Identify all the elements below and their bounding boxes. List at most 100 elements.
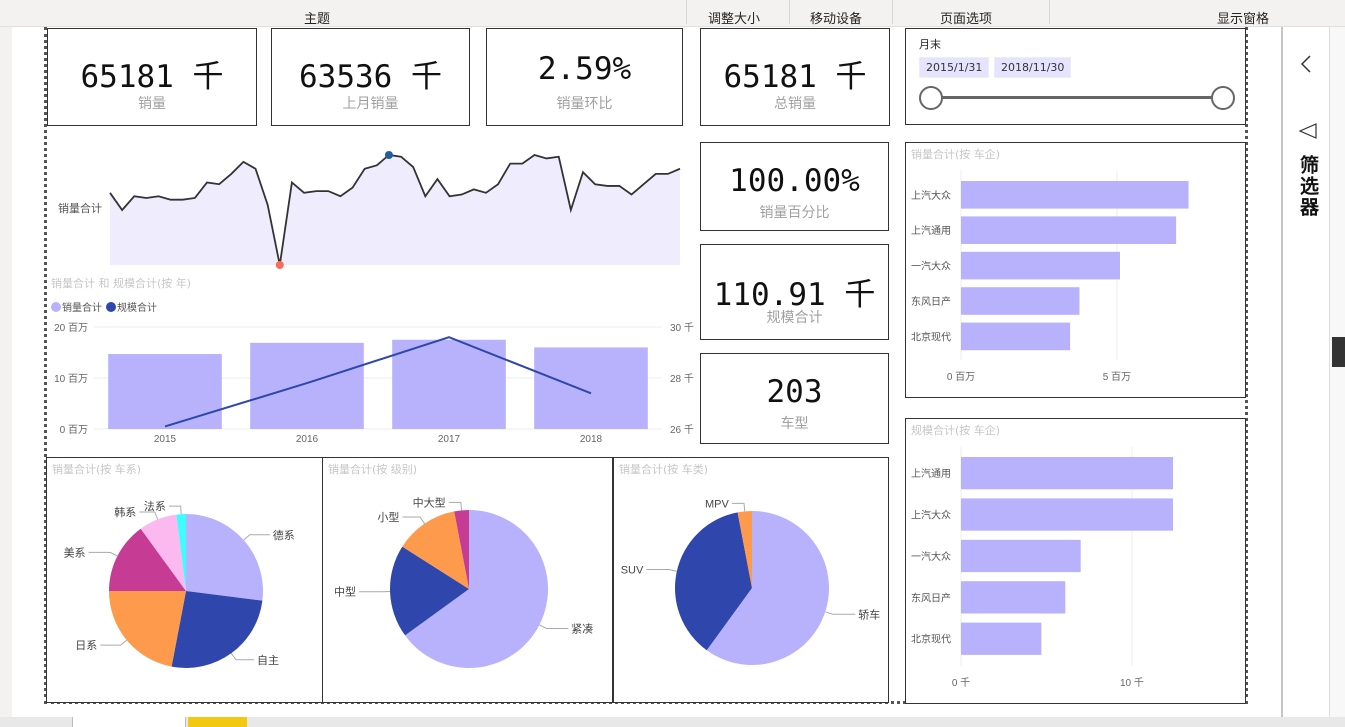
ribbon-resize[interactable]: 调整大小 [708,12,761,27]
kpi-card-scale-total[interactable]: 110.91 千 规模合计 [700,244,889,340]
kpi-value: 2.59% [537,51,632,87]
kpi-value: 65181 千 [80,59,224,95]
left-gutter [0,27,12,717]
bar [961,498,1173,531]
kpi-card-sales-pct[interactable]: 100.00% 销量百分比 [700,142,889,231]
x-tick: 0 千 [952,677,970,689]
leader-line [139,511,159,520]
page-tab-active[interactable] [72,717,186,727]
bar [961,251,1120,280]
sales-line [109,154,681,266]
slicer-start-date[interactable]: 2015/1/31 [919,57,990,78]
scale-by-company-chart[interactable]: 规模合计(按 车企) 0 千 10 千 上汽通用 上汽大众 一汽大众 东风日产 北京现代 [905,418,1246,704]
y-axis-label: 销量合计 [58,201,102,215]
y-left-tick: 20 百万 [54,322,88,334]
pie-label: 紧凑 [571,621,593,635]
page-tab-add[interactable] [188,717,247,727]
x-tick: 5 百万 [1103,371,1131,383]
y-left-tick: 0 百万 [60,424,88,436]
ribbon-bar: 主题 调整大小 移动设备 页面选项 显示窗格 [0,0,1345,27]
bar-sales [250,342,364,429]
x-tick: 10 千 [1120,677,1144,689]
chart-title: 销量合计(按 车类) [619,463,709,476]
sales-by-origin-pie[interactable]: 销量合计(按 车系) 德系 自主 日系 美系 韩系 法系 [46,457,323,703]
leader-line [88,551,118,557]
ribbon-divider [892,0,893,24]
page-tabs-bar [0,717,1345,727]
pie-slice [454,510,469,589]
funnel-icon [1299,123,1317,139]
filters-pane-title[interactable]: 筛选器 [1297,155,1319,218]
ribbon-show-panes[interactable]: 显示窗格 [1217,12,1270,27]
kpi-card-mom[interactable]: 2.59% 销量环比 [486,28,683,126]
leader-line [243,534,270,541]
y-right-tick: 26 千 [670,424,694,436]
slicer-start-handle[interactable] [919,86,943,110]
chart-title: 销量合计(按 车企) [911,148,1001,161]
ribbon-theme[interactable]: 主题 [304,12,331,27]
category-label: 上汽通用 [911,467,951,480]
pie-label: 中大型 [413,495,446,509]
pie-slice [171,591,263,668]
legend-label-scale: 规模合计 [117,301,157,314]
bar-sales [108,354,222,429]
kpi-card-total-sales[interactable]: 65181 千 总销量 [700,28,890,126]
ribbon-page-options[interactable]: 页面选项 [940,12,993,27]
leader-line [100,639,127,646]
side-panel-edge [1329,27,1345,717]
category-label: 东风日产 [911,591,951,604]
sales-scale-by-year-chart[interactable]: 销量合计 和 规模合计(按 年) 销量合计 规模合计 0 百万 10 百万 20 百… [48,273,698,448]
bar [961,457,1173,490]
ribbon-divider [686,0,687,24]
date-slicer[interactable]: 月末 2015/1/31 2018/11/30 [905,28,1246,125]
chevron-left-icon[interactable] [1299,54,1313,74]
kpi-card-models[interactable]: 203 车型 [700,353,889,444]
x-tick: 2017 [438,434,461,445]
sales-by-type-pie[interactable]: 销量合计(按 车类) 轿车 SUV MPV [613,457,889,703]
sales-trend-chart[interactable]: 销量合计 [48,140,688,272]
legend-swatch-scale [106,302,116,312]
slicer-title: 月末 [919,38,941,51]
ribbon-divider [1049,0,1050,24]
ribbon-divider [789,0,790,24]
sales-by-company-chart[interactable]: 销量合计(按 车企) 0 百万 5 百万 上汽大众 上汽通用 一汽大众 东风日产 北京现代 [905,142,1246,398]
sales-by-class-pie[interactable]: 销量合计(按 级别) 紧凑 中型 小型 中大型 [322,457,613,703]
bar [961,581,1066,614]
pie-label: 自主 [257,654,279,667]
pie-slice [737,511,752,588]
kpi-card-sales[interactable]: 65181 千 销量 [47,28,257,126]
category-label: 上汽大众 [911,509,951,522]
bar [961,181,1189,209]
pie-slice [706,511,829,665]
pie-label: 法系 [144,499,166,513]
kpi-value: 100.00% [729,163,860,199]
slicer-track[interactable] [942,96,1224,99]
x-tick: 2018 [580,434,603,445]
panel-tab[interactable] [1332,337,1345,367]
leader-line [448,501,463,511]
pie-slice [390,546,469,636]
pie-label: 韩系 [114,505,136,519]
x-tick: 2016 [296,434,319,445]
bar-sales [534,347,648,429]
combo-svg: 销量合计 规模合计 0 百万 10 百万 20 百万 26 千 28 千 30 千 2015… [51,301,694,445]
chart-title: 销量合计(按 级别) [328,463,418,476]
slicer-end-handle[interactable] [1211,86,1235,110]
bar [961,539,1081,573]
bar [961,622,1042,655]
kpi-label: 销量环比 [556,96,613,112]
area-fill [110,155,680,265]
pie-slice [109,528,186,591]
chart-title: 销量合计 和 规模合计(按 年) [51,277,192,290]
pie-label: SUV [621,564,644,576]
pie-label: 中型 [334,585,356,599]
kpi-value: 63536 千 [299,59,442,95]
kpi-card-last-month-sales[interactable]: 63536 千 上月销量 [271,28,470,126]
ribbon-mobile[interactable]: 移动设备 [810,12,863,27]
y-right-tick: 30 千 [670,322,694,334]
slicer-end-date[interactable]: 2018/11/30 [994,57,1072,78]
pie-label: 德系 [273,528,295,542]
x-tick: 2015 [154,434,177,445]
sales-trend-svg: 销量合计 [58,151,681,269]
